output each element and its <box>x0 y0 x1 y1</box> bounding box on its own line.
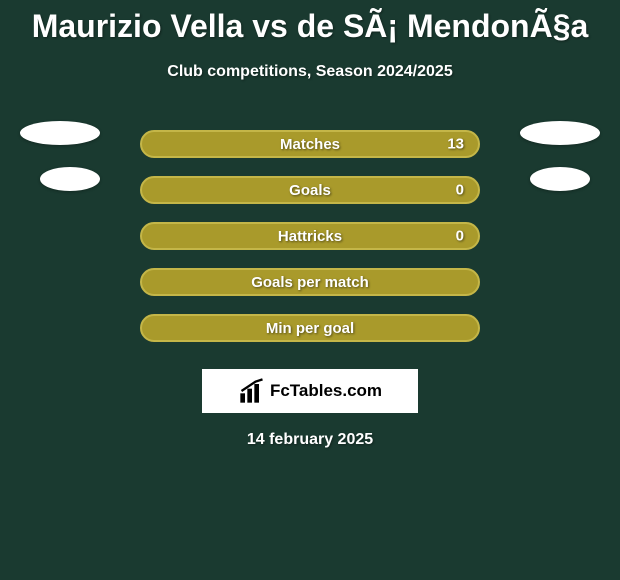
bar-gpm: Goals per match <box>140 268 480 296</box>
bar-value-hattricks: 0 <box>456 228 464 245</box>
subtitle: Club competitions, Season 2024/2025 <box>0 63 620 81</box>
logo-box: FcTables.com <box>202 369 418 413</box>
bar-row-mpg: Min per goal <box>0 305 620 351</box>
bar-label-goals: Goals <box>289 182 331 199</box>
date: 14 february 2025 <box>0 431 620 449</box>
bar-label-matches: Matches <box>280 136 340 153</box>
bars-wrapper: Matches 13 Goals 0 Hattricks 0 Goals per… <box>0 121 620 351</box>
bar-label-hattricks: Hattricks <box>278 228 342 245</box>
bar-label-mpg: Min per goal <box>266 320 354 337</box>
bar-hattricks: Hattricks 0 <box>140 222 480 250</box>
bar-goals: Goals 0 <box>140 176 480 204</box>
bar-label-gpm: Goals per match <box>251 274 369 291</box>
bar-row-matches: Matches 13 <box>0 121 620 167</box>
logo-text: FcTables.com <box>270 381 382 401</box>
bar-value-goals: 0 <box>456 182 464 199</box>
bar-row-goals: Goals 0 <box>0 167 620 213</box>
bar-mpg: Min per goal <box>140 314 480 342</box>
logo-icon <box>238 377 266 405</box>
chart-container: Maurizio Vella vs de SÃ¡ MendonÃ§a Club … <box>0 0 620 449</box>
bar-row-gpm: Goals per match <box>0 259 620 305</box>
bar-value-matches: 13 <box>447 136 464 153</box>
page-title: Maurizio Vella vs de SÃ¡ MendonÃ§a <box>0 8 620 45</box>
bar-row-hattricks: Hattricks 0 <box>0 213 620 259</box>
bar-matches: Matches 13 <box>140 130 480 158</box>
